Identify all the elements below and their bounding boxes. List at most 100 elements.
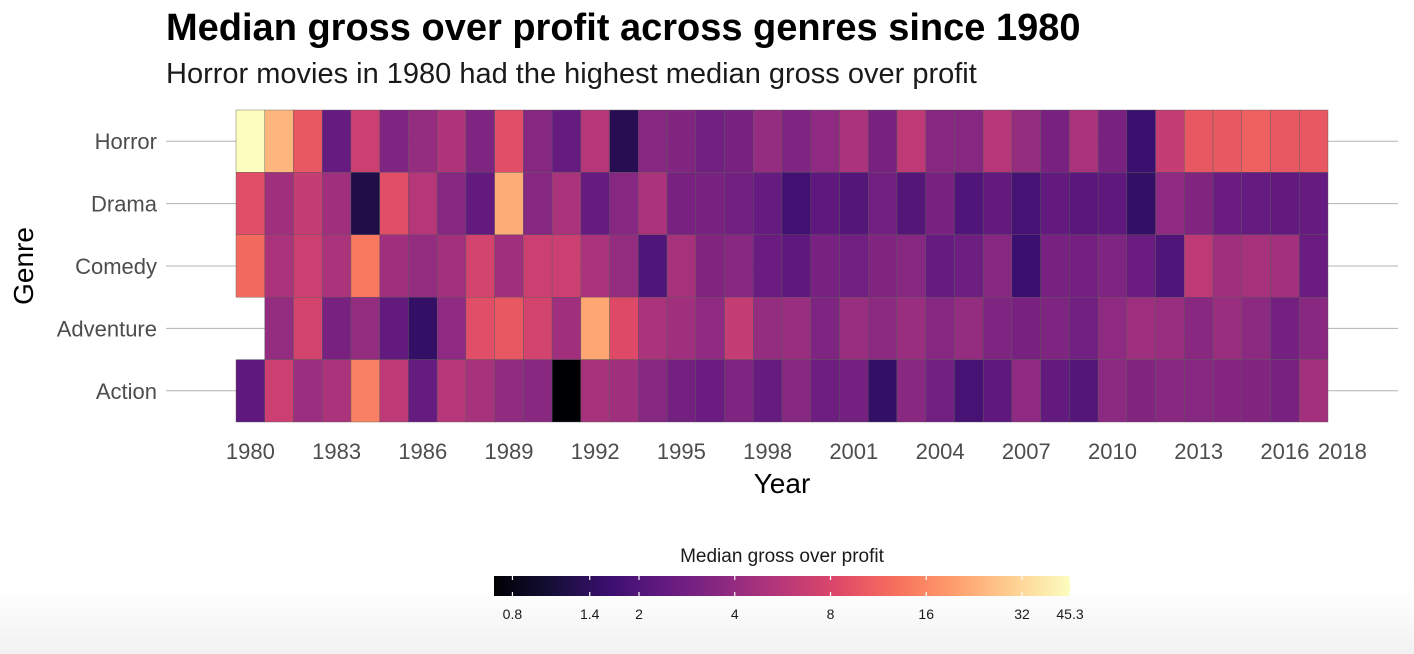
heatmap-cell [580, 109, 610, 173]
heatmap-cell [810, 234, 840, 298]
legend-ticks: 0.8 1.4 2 4 8 16 32 45.3 [503, 576, 1084, 622]
heatmap-cell [551, 172, 582, 235]
heatmap-cell [1155, 109, 1185, 173]
heatmap-cell [954, 297, 984, 360]
heatmap-cell [494, 109, 524, 173]
heatmap-cell [954, 172, 984, 235]
heatmap-cell [810, 297, 840, 360]
heatmap-cell [954, 109, 984, 173]
x-tick-label: 1983 [312, 439, 361, 464]
heatmap-cell [839, 359, 869, 423]
heatmap-cell [1097, 297, 1128, 360]
heatmap-cell [1126, 297, 1156, 360]
x-tick-label: 2018 [1318, 439, 1367, 464]
heatmap-cell [494, 297, 524, 360]
heatmap-cell [724, 109, 754, 173]
x-tick-label: 2010 [1088, 439, 1137, 464]
heatmap-cell [1040, 297, 1070, 360]
heatmap-cell [1184, 109, 1214, 173]
heatmap-cell [580, 234, 610, 298]
y-tick-label: Action [96, 379, 157, 404]
heatmap-cell [724, 297, 754, 360]
heatmap-cell [1069, 172, 1099, 235]
heatmap-cell [982, 172, 1013, 235]
heatmap-cell [580, 359, 610, 423]
heatmap-cell [322, 109, 352, 173]
heatmap-cell [781, 172, 811, 235]
heatmap-cell [1069, 359, 1099, 423]
heatmap-cell [982, 297, 1013, 360]
heatmap-cell [954, 234, 984, 298]
heatmap-cell [1011, 109, 1041, 173]
x-axis-label: Year [754, 468, 811, 499]
heatmap-cell [781, 359, 811, 423]
heatmap-cell [982, 359, 1013, 423]
heatmap-cell [494, 234, 524, 298]
heatmap-cell [1097, 109, 1128, 173]
heatmap-cell [1126, 109, 1156, 173]
heatmap-cell [839, 172, 869, 235]
heatmap-cell [465, 297, 495, 360]
heatmap-cell [1069, 297, 1099, 360]
heatmap-cell [666, 172, 696, 235]
heatmap-cell [465, 234, 495, 298]
heatmap-cell [551, 297, 582, 360]
heatmap-cell [408, 234, 438, 298]
heatmap-cell [408, 297, 438, 360]
heatmap-cell [1011, 359, 1041, 423]
heatmap-cell [264, 109, 294, 173]
heatmap-cell [551, 109, 582, 173]
heatmap-cell [264, 172, 294, 235]
legend-tick-label: 8 [827, 606, 835, 622]
heatmap-cell [839, 109, 869, 173]
heatmap-cell [379, 359, 409, 423]
heatmap-cell [753, 172, 783, 235]
heatmap-cell [1270, 234, 1300, 298]
heatmap-cell [724, 359, 754, 423]
heatmap-cell [666, 109, 696, 173]
heatmap-cell [523, 359, 553, 423]
heatmap-cell [1184, 297, 1214, 360]
heatmap-cell [322, 234, 352, 298]
heatmap-cell [580, 297, 610, 360]
legend-colorbar [494, 576, 1070, 596]
heatmap-cell [350, 109, 380, 173]
heatmap-cell [810, 109, 840, 173]
heatmap-cell [982, 109, 1013, 173]
heatmap-cell [753, 234, 783, 298]
heatmap-cell [638, 297, 668, 360]
heatmap-cell [609, 359, 639, 423]
heatmap-cell [1155, 297, 1185, 360]
heatmap-cell [551, 359, 582, 423]
heatmap-cell [753, 109, 783, 173]
heatmap-cell [925, 172, 955, 235]
heatmap-cell [551, 234, 582, 298]
y-tick-label: Horror [95, 129, 157, 154]
x-tick-label: 1980 [226, 439, 275, 464]
heatmap-cell [868, 234, 898, 298]
heatmap-cell [925, 234, 955, 298]
heatmap-cell [810, 359, 840, 423]
heatmap-cell [1040, 109, 1070, 173]
heatmap-cell [695, 109, 725, 173]
heatmap-cell [350, 234, 380, 298]
heatmap-cell [379, 297, 409, 360]
heatmap-cell [1241, 172, 1271, 235]
heatmap-cell [523, 172, 553, 235]
heatmap-cell [638, 359, 668, 423]
heatmap-cell [638, 109, 668, 173]
legend-tick-label: 2 [635, 606, 643, 622]
heatmap-cell [408, 172, 438, 235]
heatmap-cell [810, 172, 840, 235]
heatmap-cell [235, 234, 265, 298]
heatmap-cell [1097, 172, 1128, 235]
heatmap-cell [523, 297, 553, 360]
heatmap-cell [839, 297, 869, 360]
heatmap-cell [1069, 109, 1099, 173]
heatmap-cell [408, 109, 438, 173]
heatmap-cell [1184, 359, 1214, 423]
heatmap-cell [753, 359, 783, 423]
heatmap-cell [609, 109, 639, 173]
x-tick-label: 2013 [1174, 439, 1223, 464]
